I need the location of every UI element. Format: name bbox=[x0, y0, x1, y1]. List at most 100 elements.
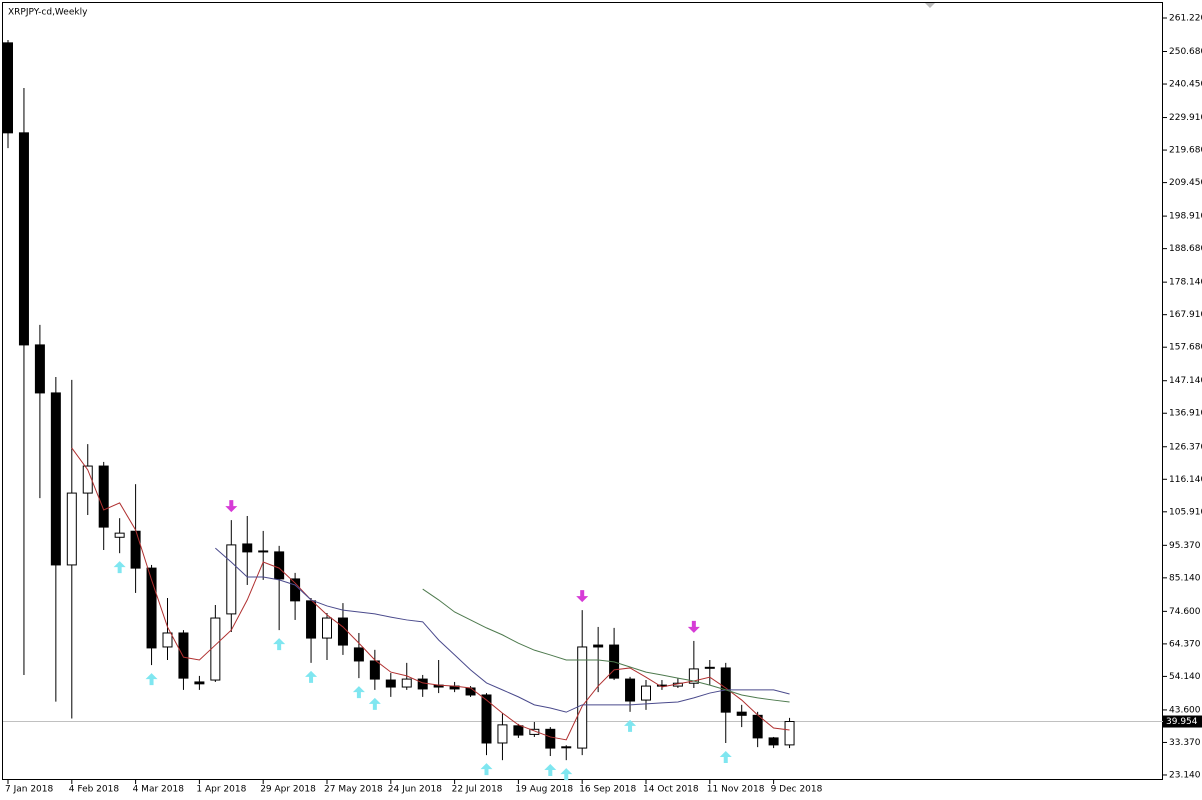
candle-body bbox=[146, 567, 157, 649]
y-tick-label: 23.140 bbox=[1169, 770, 1201, 780]
candle-body bbox=[497, 724, 508, 744]
candle-body bbox=[178, 632, 189, 679]
candle-body bbox=[322, 617, 332, 639]
candle-body bbox=[162, 632, 173, 648]
fractal-down-arrow bbox=[576, 590, 589, 603]
fractal-up-arrow bbox=[544, 764, 557, 777]
x-tick-label: 4 Feb 2018 bbox=[69, 785, 120, 795]
y-tick-label: 188.680 bbox=[1169, 244, 1202, 254]
x-tick-label: 11 Nov 2018 bbox=[707, 785, 765, 795]
y-tick-label: 178.140 bbox=[1169, 278, 1202, 288]
candle-body bbox=[688, 668, 699, 684]
candle-body bbox=[353, 647, 364, 662]
y-tick-label: 95.370 bbox=[1169, 541, 1201, 551]
fractal-up-arrow bbox=[352, 686, 365, 699]
candle-body bbox=[210, 617, 221, 681]
fractal-down-arrow bbox=[687, 620, 700, 633]
y-tick-label: 219.680 bbox=[1169, 146, 1202, 156]
candle-body bbox=[529, 728, 540, 735]
y-tick-label: 198.910 bbox=[1169, 212, 1202, 222]
y-tick-label: 43.600 bbox=[1169, 705, 1201, 715]
y-tick-label: 229.910 bbox=[1169, 113, 1202, 123]
y-tick-label: 147.140 bbox=[1169, 376, 1202, 386]
candle-body bbox=[656, 684, 667, 687]
candle-body bbox=[385, 679, 396, 688]
x-tick-label: 14 Oct 2018 bbox=[643, 785, 699, 795]
x-tick-label: 16 Sep 2018 bbox=[579, 785, 636, 795]
moving-average bbox=[422, 588, 790, 703]
candle-body bbox=[66, 492, 77, 566]
candle-body bbox=[417, 678, 428, 690]
candle-body bbox=[258, 550, 269, 553]
y-tick-label: 74.600 bbox=[1169, 607, 1201, 617]
y-tick-label: 33.370 bbox=[1169, 738, 1201, 748]
x-tick-label: 7 Jan 2018 bbox=[5, 785, 53, 795]
candle-body bbox=[194, 681, 205, 685]
fractal-up-arrow bbox=[368, 697, 381, 710]
candle-body bbox=[577, 646, 588, 749]
candle-body bbox=[465, 687, 476, 696]
candle-body bbox=[704, 666, 715, 669]
candle-body bbox=[768, 737, 779, 746]
candle-body bbox=[784, 721, 795, 746]
candle-body bbox=[641, 685, 651, 701]
x-tick-label: 29 Apr 2018 bbox=[260, 785, 316, 795]
fractal-up-arrow bbox=[480, 763, 493, 776]
x-tick-label: 9 Dec 2018 bbox=[771, 785, 823, 795]
candle-body bbox=[752, 714, 763, 739]
candle-body bbox=[625, 678, 636, 702]
fractal-up-arrow bbox=[273, 638, 286, 651]
y-tick-label: 167.910 bbox=[1169, 310, 1202, 320]
x-tick-label: 1 Apr 2018 bbox=[196, 785, 246, 795]
x-tick-label: 4 Mar 2018 bbox=[133, 785, 185, 795]
fractal-up-arrow bbox=[719, 750, 732, 763]
y-tick-label: 240.450 bbox=[1169, 80, 1202, 90]
current-price-box bbox=[1163, 715, 1202, 728]
fractal-up-arrow bbox=[113, 561, 126, 574]
candle-body bbox=[3, 42, 13, 134]
candle-body bbox=[369, 660, 380, 680]
y-tick-label: 250.680 bbox=[1169, 47, 1202, 57]
y-tick-label: 64.370 bbox=[1169, 639, 1201, 649]
candle-body bbox=[18, 132, 29, 346]
candle-body bbox=[290, 578, 301, 602]
shift-marker bbox=[925, 3, 935, 8]
y-tick-label: 261.220 bbox=[1169, 13, 1202, 23]
candle-body bbox=[226, 544, 237, 615]
x-tick-label: 24 Jun 2018 bbox=[388, 785, 442, 795]
fractal-up-arrow bbox=[624, 719, 637, 732]
candle-body bbox=[34, 344, 45, 394]
moving-average bbox=[215, 547, 790, 713]
candle-body bbox=[401, 678, 412, 688]
moving-average bbox=[71, 447, 790, 741]
y-tick-label: 209.450 bbox=[1169, 178, 1202, 188]
candle-body bbox=[736, 711, 747, 716]
candle-body bbox=[337, 617, 348, 646]
x-tick-label: 22 Jul 2018 bbox=[452, 785, 503, 795]
candle-body bbox=[593, 644, 604, 648]
fractal-down-arrow bbox=[225, 500, 238, 513]
chart-title: XRPJPY-cd,Weekly bbox=[8, 8, 88, 18]
y-tick-label: 136.910 bbox=[1169, 409, 1202, 419]
candle-body bbox=[545, 728, 556, 749]
current-price-label: 39.954 bbox=[1166, 717, 1198, 727]
y-tick-label: 126.370 bbox=[1169, 442, 1202, 452]
y-tick-label: 85.140 bbox=[1169, 573, 1201, 583]
x-tick-label: 27 May 2018 bbox=[324, 785, 383, 795]
candle-body bbox=[274, 551, 285, 580]
candle-body bbox=[481, 694, 492, 744]
candle-body bbox=[114, 532, 125, 538]
candle-body bbox=[82, 465, 93, 494]
candle-body bbox=[306, 600, 317, 639]
x-tick-label: 19 Aug 2018 bbox=[515, 785, 573, 795]
candle-body bbox=[50, 392, 61, 566]
y-tick-label: 116.140 bbox=[1169, 475, 1202, 485]
candle-body bbox=[242, 543, 253, 553]
y-tick-label: 54.140 bbox=[1169, 672, 1201, 682]
candle-body bbox=[130, 530, 141, 569]
candle-body bbox=[98, 465, 109, 528]
y-tick-label: 157.680 bbox=[1169, 343, 1202, 353]
candle-body bbox=[561, 746, 572, 749]
y-tick-label: 105.910 bbox=[1169, 507, 1202, 517]
